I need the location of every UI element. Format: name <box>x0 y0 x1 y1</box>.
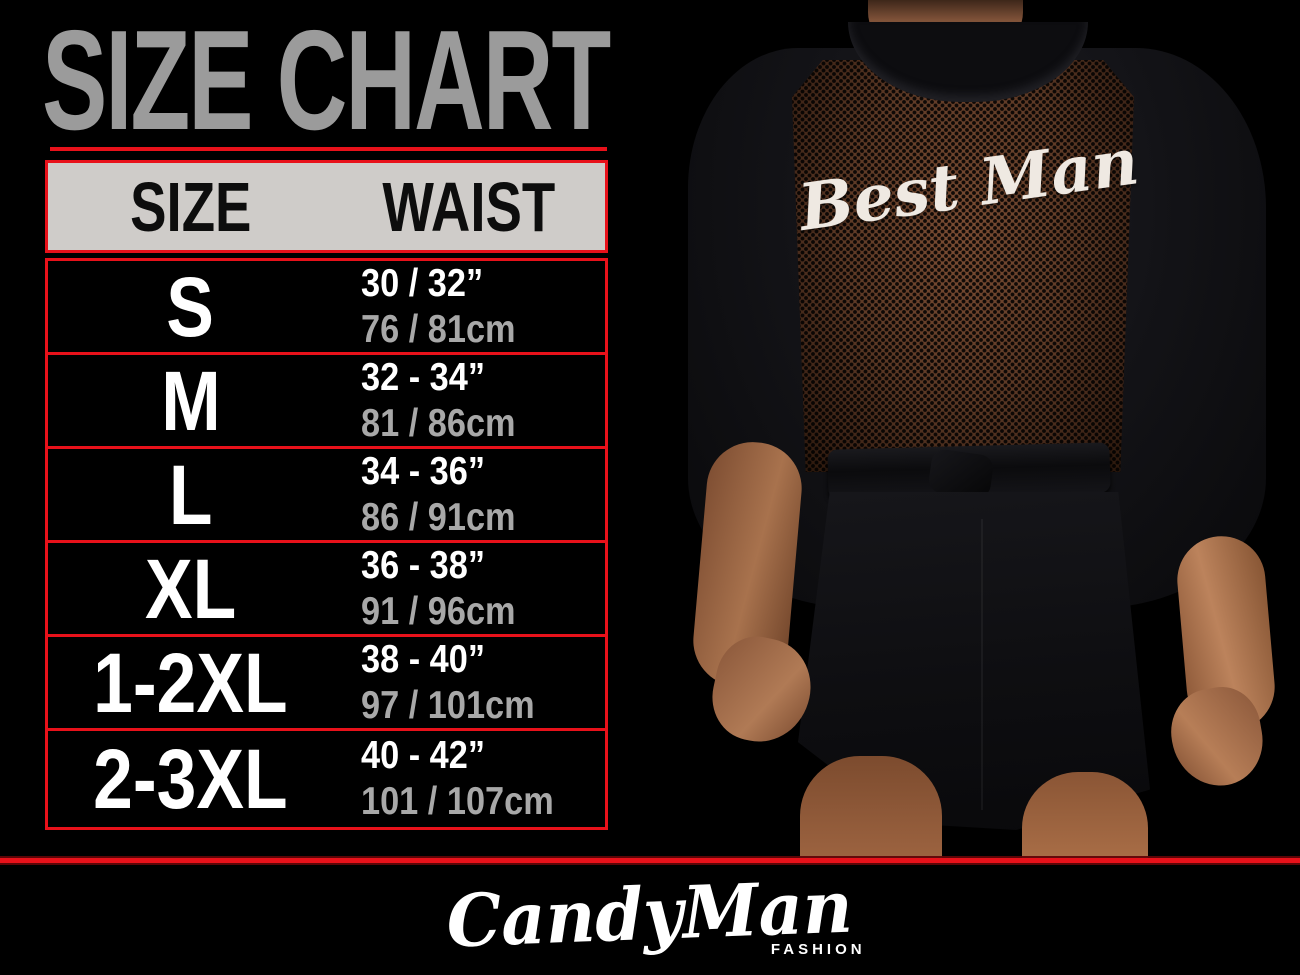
size-table: SIZE WAIST S 30 / 32” 76 / 81cm M 32 - 3… <box>45 160 608 830</box>
page-title-text: SIZE CHART <box>42 1 611 160</box>
table-row-1-2xl: 1-2XL 38 - 40” 97 / 101cm <box>48 637 605 731</box>
header-cell-waist: WAIST <box>333 167 605 247</box>
table-row-m: M 32 - 34” 81 / 86cm <box>48 355 605 449</box>
model-left-thigh <box>800 756 942 858</box>
waist-cell: 32 - 34” 81 / 86cm <box>333 355 605 447</box>
size-value: XL <box>144 541 237 636</box>
waist-cell: 40 - 42” 101 / 107cm <box>333 733 605 825</box>
size-cell: L <box>48 453 333 537</box>
waist-cell: 34 - 36” 86 / 91cm <box>333 449 605 541</box>
brand-logo-wrap: CandyMan FASHION <box>436 864 866 964</box>
waist-cell: 30 / 32” 76 / 81cm <box>333 261 605 353</box>
title-underline <box>50 147 607 151</box>
size-value: M <box>160 353 221 448</box>
size-value: 1-2XL <box>93 635 288 730</box>
waist-inches: 40 - 42” <box>361 734 486 777</box>
table-row-xl: XL 36 - 38” 91 / 96cm <box>48 543 605 637</box>
waist-cell: 36 - 38” 91 / 96cm <box>333 543 605 635</box>
waist-cm: 81 / 86cm <box>361 401 516 445</box>
table-header-row: SIZE WAIST <box>45 160 608 253</box>
table-row-2-3xl: 2-3XL 40 - 42” 101 / 107cm <box>48 731 605 827</box>
page-title: SIZE CHART <box>42 1 642 160</box>
waist-cell: 38 - 40” 97 / 101cm <box>333 637 605 729</box>
size-cell: S <box>48 265 333 349</box>
size-cell: XL <box>48 547 333 631</box>
size-value: L <box>168 447 213 542</box>
header-waist-label: WAIST <box>382 167 556 246</box>
waist-inches: 36 - 38” <box>361 543 486 587</box>
waist-cm: 91 / 96cm <box>361 589 516 633</box>
size-value: S <box>166 259 215 354</box>
waist-cm: 76 / 81cm <box>361 307 516 351</box>
size-cell: 1-2XL <box>48 641 333 725</box>
header-size-label: SIZE <box>129 167 252 246</box>
size-value: 2-3XL <box>93 732 288 826</box>
brand-sub-label: FASHION <box>770 941 866 958</box>
size-cell: M <box>48 359 333 443</box>
waist-inches: 32 - 34” <box>361 355 486 399</box>
table-row-l: L 34 - 36” 86 / 91cm <box>48 449 605 543</box>
product-photo: Best Man <box>688 0 1279 858</box>
table-body: S 30 / 32” 76 / 81cm M 32 - 34” 81 / 86c… <box>45 258 608 830</box>
waist-inches: 30 / 32” <box>361 261 484 305</box>
table-row-s: S 30 / 32” 76 / 81cm <box>48 261 605 355</box>
waist-cm: 97 / 101cm <box>361 683 535 727</box>
header-cell-size: SIZE <box>48 167 333 247</box>
mesh-back-panel <box>792 60 1134 472</box>
waist-inches: 38 - 40” <box>361 637 486 681</box>
waist-cm: 101 / 107cm <box>361 780 554 823</box>
brand-logo: CandyMan FASHION <box>0 864 1300 964</box>
size-cell: 2-3XL <box>48 737 333 821</box>
waist-cm: 86 / 91cm <box>361 495 516 539</box>
footer-divider-line <box>0 858 1300 863</box>
waist-inches: 34 - 36” <box>361 449 486 493</box>
model-right-thigh <box>1022 772 1148 858</box>
